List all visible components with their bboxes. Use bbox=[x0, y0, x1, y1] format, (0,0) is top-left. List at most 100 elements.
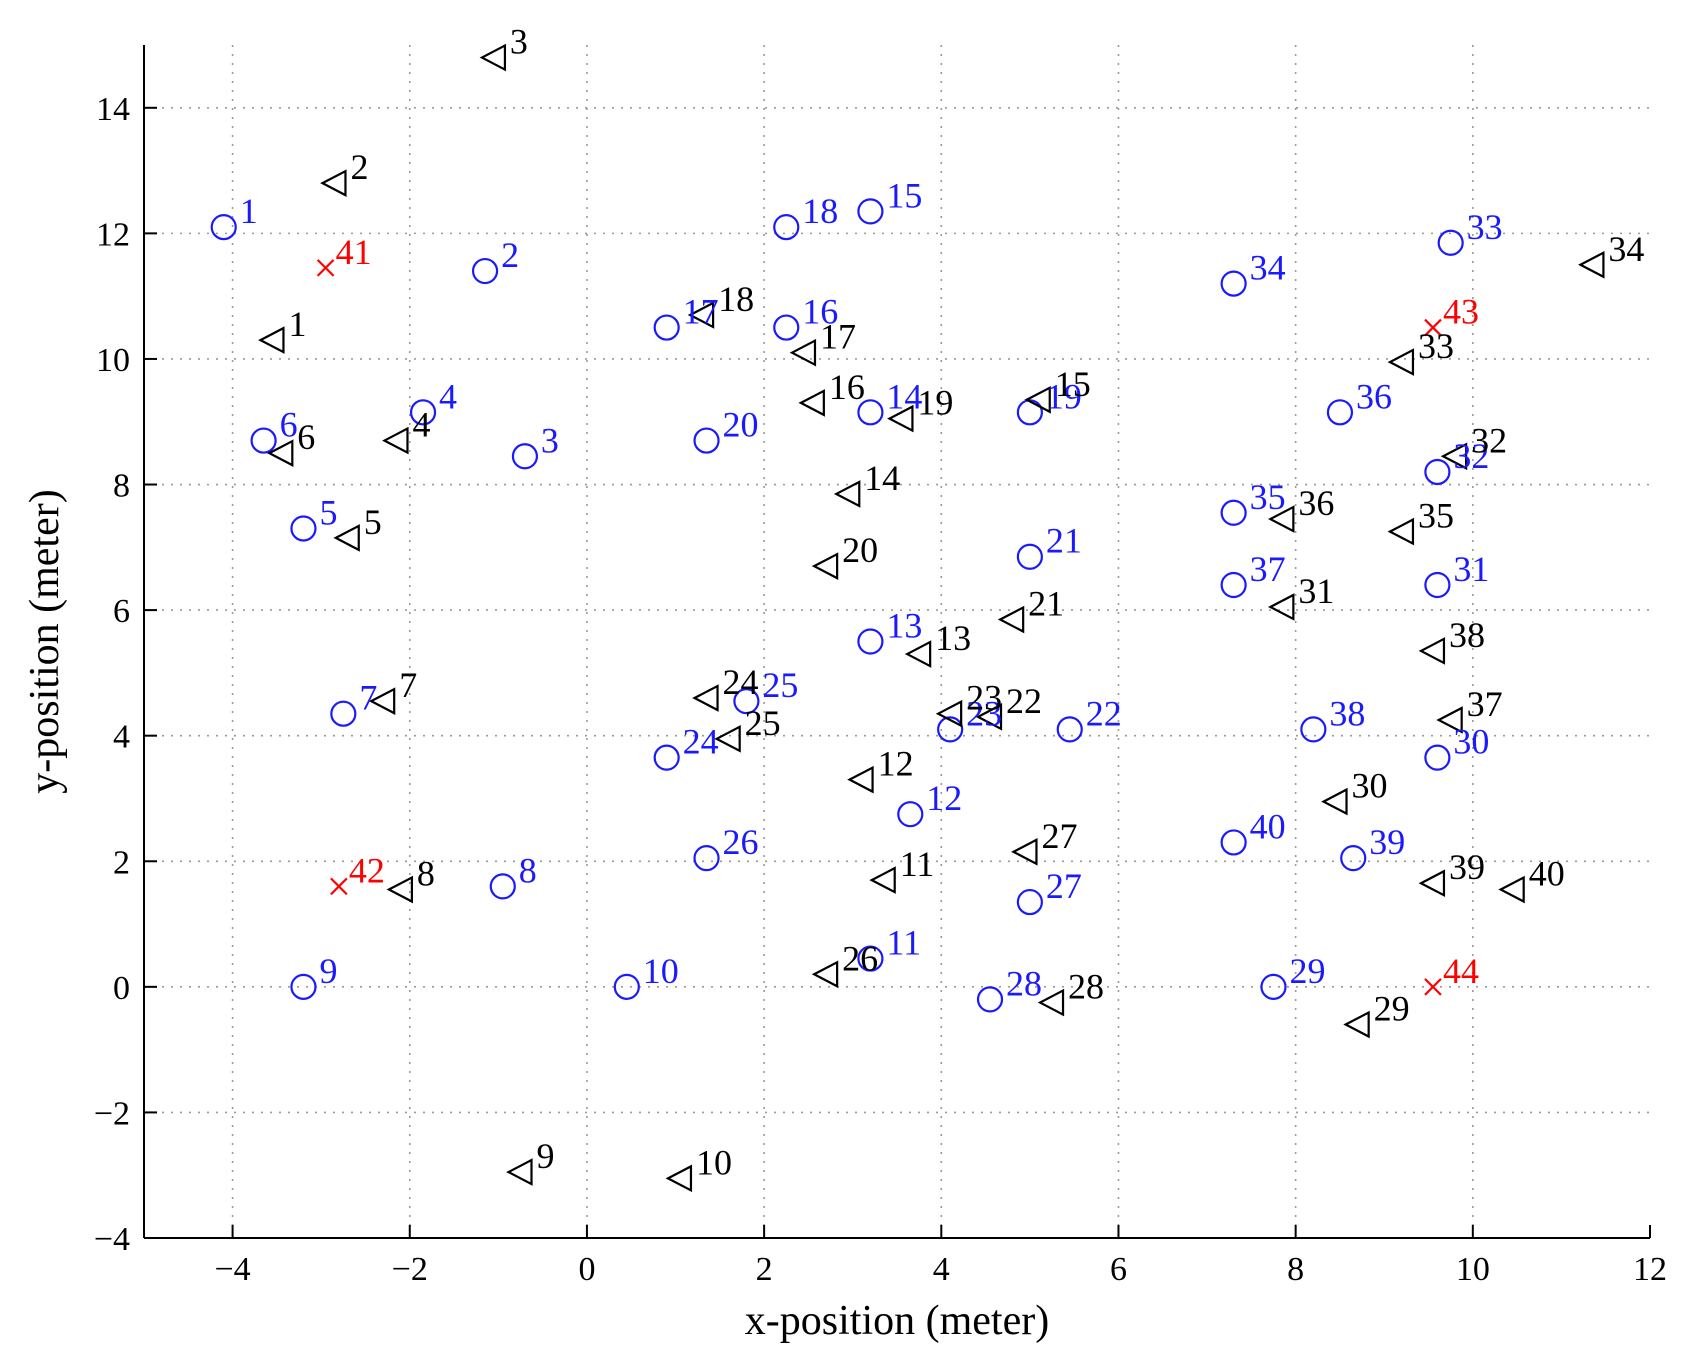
circle-marker bbox=[1016, 543, 1043, 570]
x-tick-label: −4 bbox=[214, 1251, 250, 1288]
triangle-marker bbox=[382, 426, 409, 455]
point-label: 8 bbox=[519, 850, 537, 890]
triangle-marker bbox=[1440, 442, 1468, 471]
point-label: 27 bbox=[1046, 866, 1082, 906]
circle-marker bbox=[489, 873, 516, 900]
x-tick-label: 0 bbox=[578, 1251, 595, 1288]
circle-marker bbox=[1220, 571, 1247, 599]
y-tick-label: 14 bbox=[96, 91, 130, 128]
point-label: 14 bbox=[886, 376, 922, 416]
point-label: 18 bbox=[802, 191, 838, 231]
triangle-marker bbox=[798, 389, 825, 417]
point-label: 40 bbox=[1250, 806, 1286, 846]
y-tick-label: −4 bbox=[94, 1221, 130, 1258]
point-label: 31 bbox=[1298, 571, 1334, 611]
point-label: 15 bbox=[886, 175, 922, 215]
circle-marker bbox=[1326, 399, 1354, 426]
circle-marker bbox=[857, 198, 884, 225]
point-label: 34 bbox=[1608, 229, 1644, 269]
point-label: 12 bbox=[926, 778, 962, 818]
point-label: 13 bbox=[935, 618, 971, 658]
point-label: 22 bbox=[1086, 693, 1122, 733]
point-label: 22 bbox=[1006, 681, 1042, 721]
point-label: 39 bbox=[1449, 847, 1485, 887]
triangle-marker bbox=[1011, 838, 1038, 866]
circle-marker bbox=[1424, 744, 1451, 771]
y-tick-label: 0 bbox=[113, 970, 130, 1007]
point-label: 26 bbox=[842, 938, 878, 978]
point-label: 7 bbox=[359, 678, 377, 718]
circle-marker bbox=[1016, 399, 1043, 426]
point-label: 14 bbox=[864, 458, 900, 498]
triangle-marker bbox=[258, 326, 285, 354]
point-label: 21 bbox=[1046, 521, 1082, 561]
circle-marker bbox=[471, 257, 499, 285]
circle-marker bbox=[937, 716, 964, 743]
point-label: 41 bbox=[336, 232, 372, 272]
point-label: 25 bbox=[762, 665, 798, 705]
circle-marker bbox=[1340, 845, 1367, 872]
y-tick-label: 12 bbox=[96, 216, 130, 253]
circle-marker bbox=[290, 515, 317, 542]
point-label: 33 bbox=[1467, 207, 1503, 247]
point-label: 9 bbox=[319, 951, 337, 991]
triangle-marker bbox=[1321, 787, 1348, 816]
circle-marker bbox=[1056, 716, 1083, 743]
point-label: 30 bbox=[1453, 722, 1489, 762]
point-label: 35 bbox=[1250, 477, 1286, 517]
cross-marker-stroke-b bbox=[330, 877, 348, 896]
triangle-marker bbox=[506, 1158, 533, 1186]
x-tick-label: −2 bbox=[392, 1251, 428, 1288]
y-tick-label: 2 bbox=[113, 844, 130, 881]
point-label: 20 bbox=[723, 405, 759, 445]
triangle-marker bbox=[1436, 706, 1463, 734]
triangle-marker bbox=[687, 301, 715, 329]
circle-marker bbox=[773, 314, 800, 341]
triangle-marker bbox=[975, 703, 1003, 731]
point-label: 31 bbox=[1453, 549, 1489, 589]
y-tick-label: −2 bbox=[94, 1095, 130, 1132]
point-label: 26 bbox=[723, 822, 759, 862]
y-tick-label: 10 bbox=[96, 342, 130, 379]
point-label: 38 bbox=[1329, 693, 1365, 733]
triangle-marker bbox=[386, 875, 414, 904]
point-label: 28 bbox=[1006, 963, 1042, 1003]
x-tick-label: 6 bbox=[1110, 1251, 1127, 1288]
triangle-marker bbox=[935, 699, 963, 728]
point-label: 29 bbox=[1374, 989, 1410, 1029]
cross-marker-stroke-b bbox=[1424, 978, 1442, 996]
circle-marker bbox=[1220, 829, 1247, 856]
point-label: 13 bbox=[886, 606, 922, 646]
x-tick-label: 8 bbox=[1287, 1251, 1304, 1288]
point-label: 18 bbox=[718, 279, 754, 319]
point-label: 27 bbox=[1041, 816, 1077, 856]
point-label: 9 bbox=[537, 1136, 555, 1176]
circle-marker bbox=[210, 213, 237, 241]
point-label: 4 bbox=[412, 405, 430, 445]
y-axis-label: y-position (meter) bbox=[22, 489, 68, 793]
point-label: 32 bbox=[1471, 420, 1507, 460]
point-label: 37 bbox=[1467, 684, 1503, 724]
point-label: 23 bbox=[966, 678, 1002, 718]
point-label: 11 bbox=[900, 844, 935, 884]
circle-marker bbox=[613, 973, 640, 1000]
point-label: 20 bbox=[842, 530, 878, 570]
triangle-marker bbox=[714, 725, 741, 753]
triangle-marker bbox=[1267, 505, 1295, 533]
triangle-marker bbox=[692, 684, 719, 712]
point-label: 39 bbox=[1369, 822, 1405, 862]
point-label: 30 bbox=[1352, 766, 1388, 806]
circle-marker bbox=[250, 427, 277, 454]
point-label: 2 bbox=[501, 235, 519, 275]
cross-marker-stroke-b bbox=[316, 259, 335, 277]
point-label: 17 bbox=[820, 317, 856, 357]
triangle-marker bbox=[479, 43, 507, 72]
axes bbox=[143, 45, 1651, 1239]
circle-marker bbox=[1300, 716, 1327, 743]
point-label: 42 bbox=[349, 850, 385, 890]
triangle-marker bbox=[1037, 988, 1065, 1017]
triangle-marker bbox=[320, 169, 347, 197]
triangle-marker bbox=[1343, 1010, 1370, 1039]
triangle-marker bbox=[1267, 593, 1295, 621]
